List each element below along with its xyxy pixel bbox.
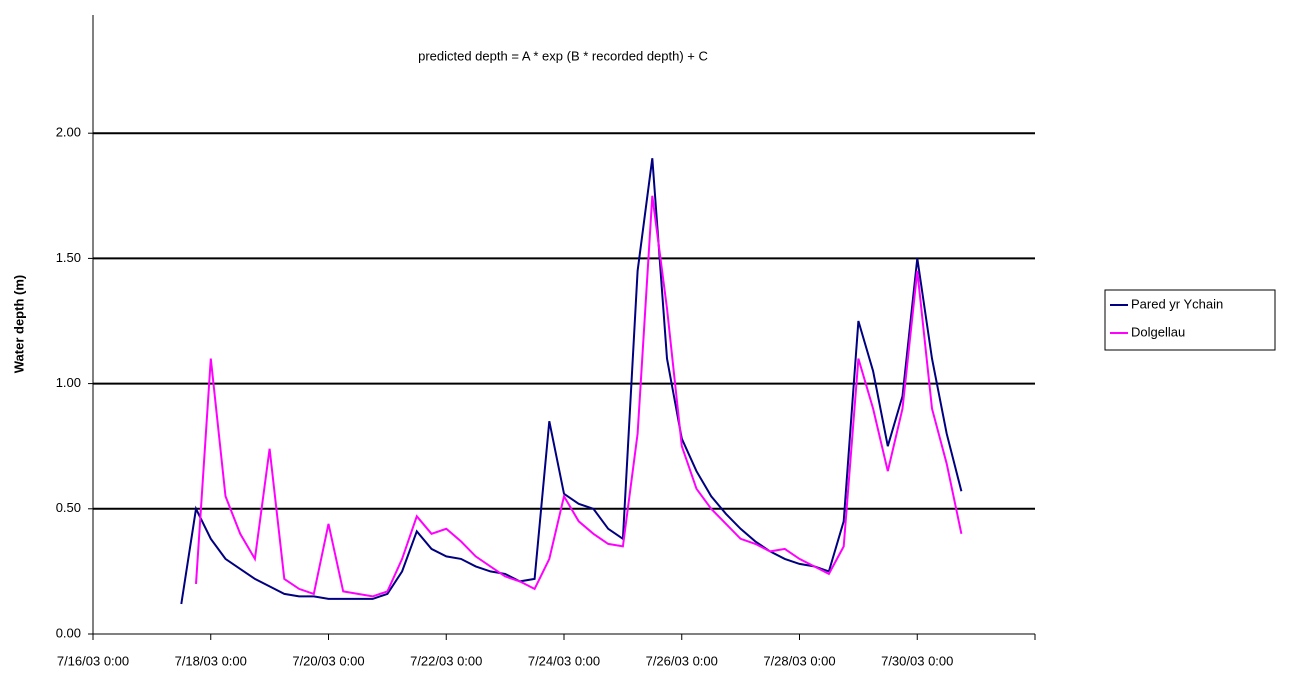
- legend-label: Pared yr Ychain: [1131, 296, 1223, 311]
- y-tick-label: 1.00: [56, 375, 81, 390]
- x-tick-label: 7/28/03 0:00: [763, 653, 835, 668]
- legend-box: [1104, 289, 1276, 351]
- y-tick-label: 1.50: [56, 250, 81, 265]
- series-line: [180, 158, 963, 605]
- y-axis-label: Water depth (m): [11, 275, 26, 373]
- x-tick-label: 7/18/03 0:00: [175, 653, 247, 668]
- x-tick-label: 7/16/03 0:00: [57, 653, 129, 668]
- legend-label: Dolgellau: [1131, 324, 1185, 339]
- x-tick-label: 7/24/03 0:00: [528, 653, 600, 668]
- x-tick-label: 7/30/03 0:00: [881, 653, 953, 668]
- x-tick-label: 7/22/03 0:00: [410, 653, 482, 668]
- x-tick-label: 7/20/03 0:00: [292, 653, 364, 668]
- x-tick-label: 7/26/03 0:00: [646, 653, 718, 668]
- y-tick-label: 2.00: [56, 125, 81, 140]
- annotation: predicted depth = A * exp (B * recorded …: [418, 48, 708, 63]
- y-tick-label: 0.50: [56, 500, 81, 515]
- y-tick-label: 0.00: [56, 625, 81, 640]
- series-line: [195, 195, 963, 598]
